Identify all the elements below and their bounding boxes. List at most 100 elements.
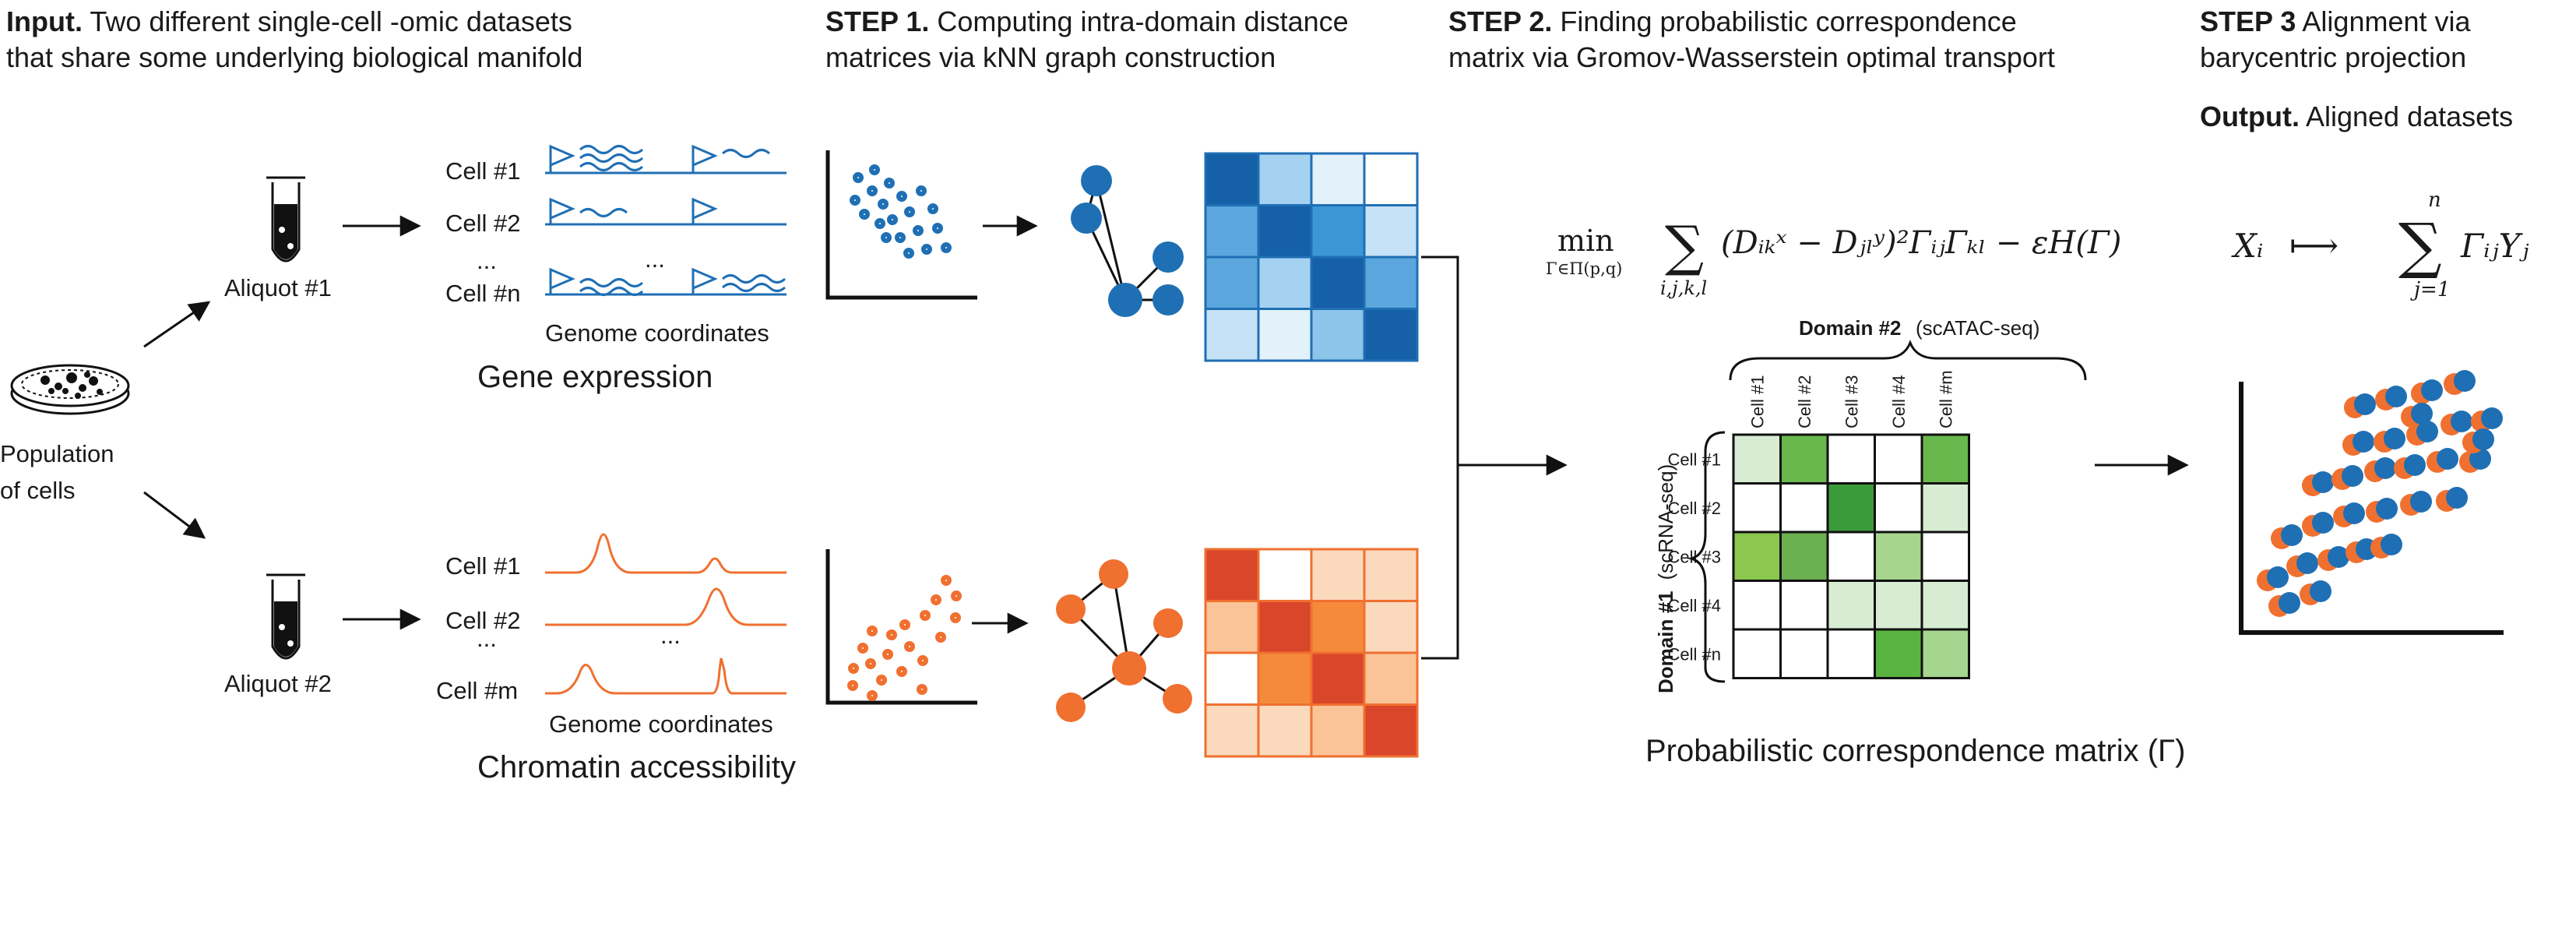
corr-cell-1-2: [1826, 482, 1876, 534]
ca-cell-label-1: Cell #1: [445, 552, 521, 580]
header-step2-bold: STEP 2.: [1448, 5, 1552, 37]
aligned-point-blue-14: [2342, 465, 2363, 487]
formula2-min-sub: Γ∈Π(p,q): [1546, 259, 1622, 278]
aligned-point-blue-28: [2411, 403, 2433, 425]
svg-text:Output. Aligned datasets: Output. Aligned datasets: [2200, 100, 2513, 132]
correspondence-grid: [1732, 433, 1970, 679]
corr-cell-2-1: [1779, 530, 1829, 582]
header-step1-line1: Computing intra-domain distance: [929, 5, 1348, 37]
formula2-sum-sub: i,j,k,l: [1660, 277, 1707, 299]
header-input: Input. Two different single-cell -omic d…: [6, 5, 582, 73]
formula2-min: min: [1557, 224, 1614, 258]
blue-matrix-cell-3-2: [1310, 308, 1366, 362]
corr-cell-4-3: [1874, 628, 1923, 679]
corr-row-label-3: Cell #4: [1668, 596, 1721, 615]
corr-col-labels: Cell #1 Cell #2 Cell #3 Cell #4 Cell #m: [1747, 370, 1955, 428]
orange-matrix-cell-3-0: [1204, 703, 1260, 758]
arrow-to-aliquot2: [143, 491, 206, 539]
gw-formula: min Γ∈Π(p,q) ∑ i,j,k,l (Dᵢₖˣ − Dⱼₗʸ)²Γᵢⱼ…: [1546, 214, 2121, 299]
orange-matrix-cell-0-3: [1363, 548, 1419, 602]
barycentric-formula: Xᵢ ⟼ n ∑ j=1 ΓᵢⱼYⱼ: [2231, 189, 2529, 301]
orange-matrix-cell-0-1: [1257, 548, 1313, 602]
corr-cell-1-4: [1920, 482, 1970, 534]
corr-cell-0-0: [1732, 433, 1782, 485]
orange-knn-graph: [1056, 559, 1192, 722]
aligned-point-blue-17: [2437, 448, 2458, 470]
header-step2-line2: matrix via Gromov-Wasserstein optimal tr…: [1448, 41, 2055, 73]
blue-distance-matrix: [1204, 152, 1419, 362]
aligned-point-blue-23: [2481, 407, 2503, 429]
ca-dots-middle: ...: [660, 622, 681, 649]
corr-cell-3-3: [1874, 580, 1923, 631]
domain2-label: Domain #2: [1799, 316, 1902, 340]
ge-cell-label-n: Cell #n: [445, 280, 521, 307]
blue-matrix-cell-2-3: [1363, 256, 1419, 310]
svg-text:STEP 1. Computing intra-domain: STEP 1. Computing intra-domain distance: [825, 5, 1349, 37]
bracket-connector: [1421, 256, 1459, 660]
orange-matrix-cell-0-0: [1204, 548, 1260, 602]
corr-cell-4-4: [1920, 628, 1970, 679]
aligned-point-blue-12: [2446, 487, 2468, 509]
ge-title: Gene expression: [477, 360, 713, 394]
formula3-arrow: ⟼: [2289, 226, 2338, 266]
orange-matrix-cell-2-2: [1310, 651, 1366, 706]
blue-matrix-cell-1-1: [1257, 204, 1313, 259]
aligned-point-blue-8: [2312, 512, 2334, 534]
correspondence-matrix-panel: Domain #2 (scATAC-seq) Cell #1 Cell #2 Cel…: [1645, 316, 2185, 768]
blue-matrix-cell-1-3: [1363, 204, 1419, 259]
blue-matrix-cell-3-0: [1204, 308, 1260, 362]
header-step2-line1: Finding probabilistic correspondence: [1552, 5, 2016, 37]
corr-cell-3-1: [1779, 580, 1829, 631]
aligned-point-blue-29: [2472, 428, 2494, 450]
aligned-point-blue-20: [2384, 428, 2405, 449]
blue-matrix-cell-3-3: [1363, 308, 1419, 362]
header-step3-bold: STEP 3: [2200, 5, 2296, 37]
header-step3-line1: Alignment via: [2296, 5, 2471, 37]
aligned-point-blue-25: [2385, 386, 2407, 407]
corr-cell-1-3: [1874, 482, 1923, 534]
ge-cell-label-dots: ...: [477, 247, 497, 274]
orange-matrix-cell-2-1: [1257, 651, 1313, 706]
header-input-line2: that share some underlying biological ma…: [6, 41, 582, 73]
domain1-sublabel: (scRNA-seq): [1654, 464, 1677, 580]
correspondence-title: Probabilistic correspondence matrix (Γ): [1645, 734, 2185, 768]
corr-col-label-0: Cell #1: [1747, 375, 1767, 428]
orange-matrix-cell-1-2: [1310, 600, 1366, 654]
corr-cell-2-3: [1874, 530, 1923, 582]
formula3-rhs: ΓᵢⱼYⱼ: [2460, 227, 2529, 265]
blue-matrix-cell-2-1: [1257, 256, 1313, 310]
corr-cell-2-0: [1732, 530, 1782, 582]
population-label-line1: Population: [0, 440, 114, 467]
ge-axis-label: Genome coordinates: [545, 319, 769, 347]
aligned-point-blue-2: [2267, 566, 2289, 588]
corr-cell-0-4: [1920, 433, 1970, 485]
header-input-bold: Input.: [6, 5, 83, 37]
orange-distance-matrix: [1204, 548, 1419, 758]
orange-matrix-cell-0-2: [1310, 548, 1366, 602]
aligned-point-blue-15: [2374, 457, 2396, 479]
corr-cell-2-4: [1920, 530, 1970, 582]
ca-cell-label-dots: ...: [477, 625, 497, 652]
aliquot1-label: Aliquot #1: [224, 274, 332, 301]
orange-matrix-cell-2-3: [1363, 651, 1419, 706]
domain1-brace: [1687, 431, 1726, 683]
aliquot2-label: Aliquot #2: [224, 670, 332, 697]
orange-matrix-cell-1-3: [1363, 600, 1419, 654]
header-step1: STEP 1. Computing intra-domain distance …: [825, 5, 1349, 73]
domain1-label: Domain #1: [1654, 591, 1677, 694]
corr-cell-3-0: [1732, 580, 1782, 631]
blue-knn-graph: [1071, 165, 1184, 317]
header-step1-line2: matrices via kNN graph construction: [825, 41, 1276, 73]
formula2-body: (Dᵢₖˣ − Dⱼₗʸ)²ΓᵢⱼΓₖₗ − εH(Γ): [1721, 225, 2121, 261]
blue-matrix-cell-0-0: [1204, 152, 1260, 206]
ca-cell-label-m: Cell #m: [436, 677, 518, 704]
svg-text:STEP 3 Alignment via: STEP 3 Alignment via: [2200, 5, 2472, 37]
aligned-point-blue-16: [2404, 454, 2426, 476]
header-step2: STEP 2. Finding probabilistic correspond…: [1448, 5, 2055, 73]
corr-row-label-1: Cell #2: [1668, 499, 1721, 518]
aligned-point-blue-13: [2312, 471, 2334, 493]
svg-text:Input. Two different single-ce: Input. Two different single-cell -omic d…: [6, 5, 572, 37]
corr-cell-2-2: [1826, 530, 1876, 582]
